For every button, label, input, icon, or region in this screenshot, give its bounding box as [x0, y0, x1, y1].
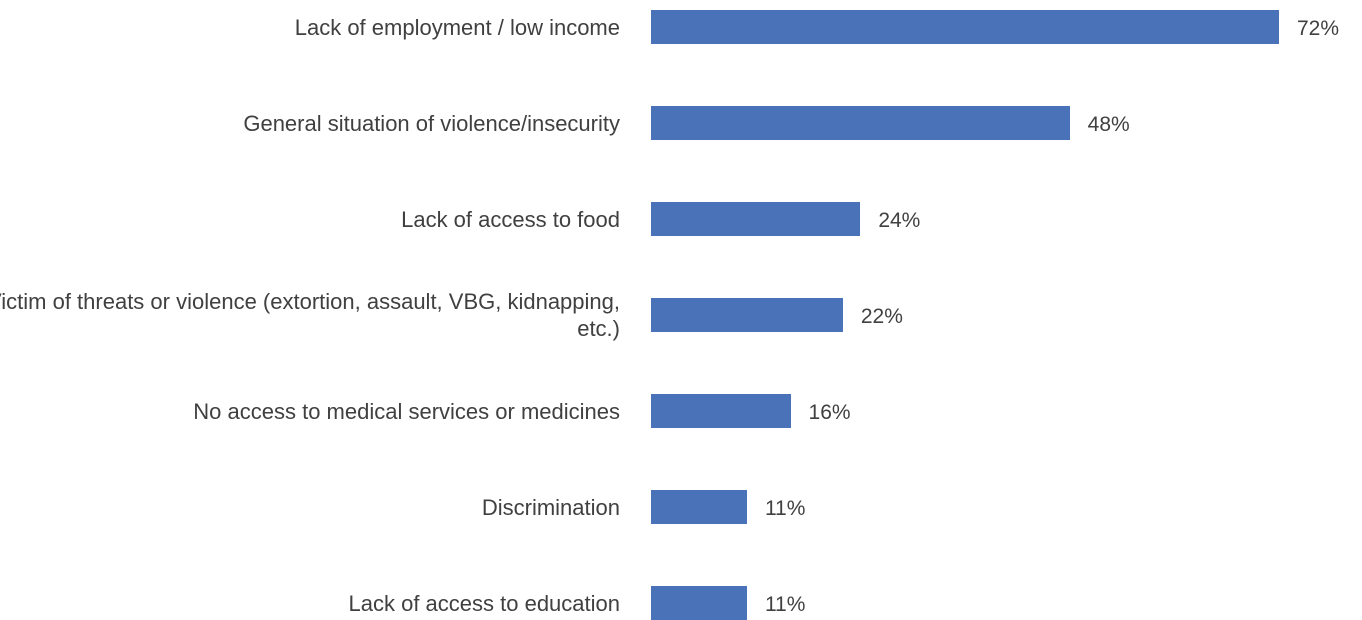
value-label: 16% — [808, 401, 851, 424]
value-label: 24% — [878, 209, 921, 232]
category-label: Victim of threats or violence (extortion… — [0, 289, 620, 341]
value-label: 72% — [1297, 17, 1340, 40]
bar — [651, 490, 747, 524]
category-label: Lack of employment / low income — [294, 14, 620, 40]
category-label: No access to medical services or medicin… — [193, 398, 620, 424]
bar — [651, 298, 843, 332]
bar — [651, 106, 1070, 140]
value-label: 48% — [1087, 113, 1130, 136]
bar — [651, 10, 1279, 44]
bar — [651, 586, 747, 620]
category-label: Lack of access to food — [401, 206, 620, 232]
bar — [651, 202, 861, 236]
bar — [651, 394, 791, 428]
category-label: Lack of access to education — [348, 590, 621, 616]
value-label: 22% — [860, 305, 903, 328]
value-label: 11% — [764, 593, 806, 616]
value-label: 11% — [764, 497, 806, 520]
category-label: Discrimination — [481, 494, 620, 520]
category-label: General situation of violence/insecurity — [243, 110, 620, 136]
